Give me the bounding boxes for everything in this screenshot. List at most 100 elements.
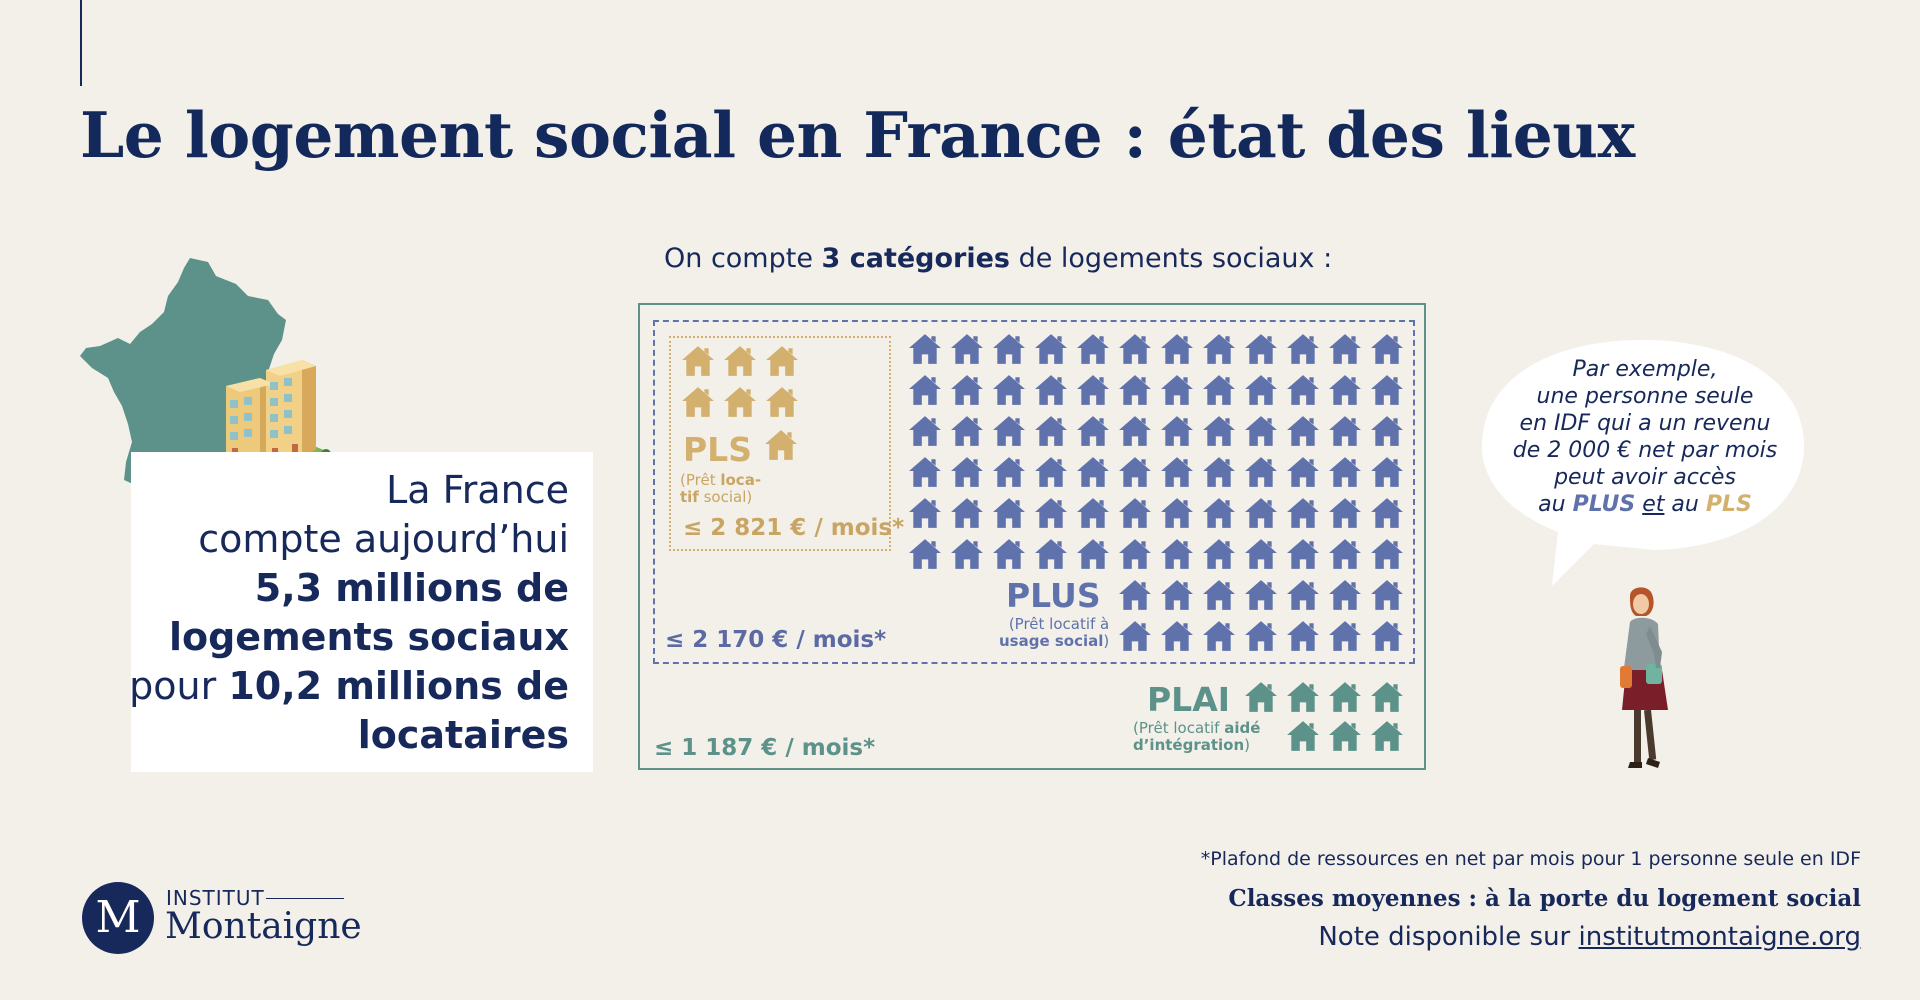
house-icon <box>1245 580 1277 610</box>
page-title: Le logement social en France : état des … <box>80 98 1635 172</box>
house-icon <box>1245 682 1277 712</box>
plus-desc-end: ) <box>1103 632 1110 650</box>
house-icon <box>1119 580 1151 610</box>
house-icon <box>951 334 983 364</box>
house-icon <box>951 457 983 487</box>
house-icon <box>1161 539 1193 569</box>
house-icon <box>1329 375 1361 405</box>
intro-text-bold: 3 catégories <box>821 243 1010 274</box>
house-icon <box>1371 416 1403 446</box>
plai-desc-bold: d’intégration <box>1133 736 1245 754</box>
house-icon <box>993 457 1025 487</box>
bubble-line: une personne seule <box>1536 384 1754 409</box>
intro-text-after: de logements sociaux : <box>1010 243 1333 274</box>
logo-rule <box>266 898 344 899</box>
bubble-part: au <box>1664 492 1706 517</box>
house-icon <box>1035 498 1067 528</box>
house-icon <box>951 375 983 405</box>
stat-line: pour 10,2 millions de <box>129 662 569 711</box>
house-icon <box>993 539 1025 569</box>
house-icon <box>909 498 941 528</box>
house-icon <box>1329 457 1361 487</box>
stat-tenant-count: 10,2 millions de <box>228 664 569 708</box>
house-icon <box>1287 498 1319 528</box>
house-icon <box>1287 375 1319 405</box>
house-icon <box>1203 375 1235 405</box>
plai-desc-part: (Prêt locatif <box>1133 719 1225 737</box>
plus-description: (Prêt locatif à usage social) <box>999 616 1109 650</box>
house-icon <box>1329 682 1361 712</box>
house-icon <box>1035 375 1067 405</box>
house-icon <box>1119 457 1151 487</box>
house-icon <box>993 416 1025 446</box>
house-icon <box>951 498 983 528</box>
house-icon <box>1035 416 1067 446</box>
plai-frame <box>638 303 1426 770</box>
house-icon <box>1287 457 1319 487</box>
house-icon <box>1371 621 1403 651</box>
house-icon <box>1203 621 1235 651</box>
house-icon <box>909 457 941 487</box>
house-icon <box>909 416 941 446</box>
plus-desc-line: (Prêt locatif à <box>1008 615 1110 633</box>
house-icon <box>1371 457 1403 487</box>
house-icon <box>1119 334 1151 364</box>
stat-tenant-label: locataires <box>357 713 569 757</box>
house-icon <box>1371 375 1403 405</box>
house-icon <box>1329 416 1361 446</box>
house-icon <box>909 334 941 364</box>
house-icon <box>1371 580 1403 610</box>
house-icon <box>993 498 1025 528</box>
house-icon <box>1119 498 1151 528</box>
house-icon <box>1161 580 1193 610</box>
house-icon <box>1035 539 1067 569</box>
house-icon <box>1161 621 1193 651</box>
plus-label: PLUS <box>1006 576 1101 615</box>
house-icon <box>993 375 1025 405</box>
house-icon <box>1077 539 1109 569</box>
house-icon <box>1161 334 1193 364</box>
bubble-line: peut avoir accès <box>1554 465 1736 490</box>
house-icon <box>1287 721 1319 751</box>
house-icon <box>1329 498 1361 528</box>
note-avail-text: Note disponible sur <box>1318 922 1579 952</box>
house-icon <box>1371 334 1403 364</box>
top-rule <box>80 0 82 86</box>
house-icon <box>1245 457 1277 487</box>
stat-panel: La France compte aujourd’hui 5,3 million… <box>129 452 593 772</box>
website-link[interactable]: institutmontaigne.org <box>1578 922 1861 952</box>
pls-desc-bold: tif <box>680 488 699 506</box>
pls-desc-part: social) <box>698 488 753 506</box>
house-icon <box>951 539 983 569</box>
house-icon <box>1077 416 1109 446</box>
house-icon <box>1119 539 1151 569</box>
house-icon <box>1287 334 1319 364</box>
pls-frame <box>669 336 891 551</box>
pls-desc-bold: loca- <box>720 471 762 489</box>
logo-institut: INSTITUT <box>166 886 265 910</box>
house-icon <box>1245 498 1277 528</box>
stat-line: La France <box>386 468 569 512</box>
note-title: Classes moyennes : à la porte du logemen… <box>1228 885 1861 912</box>
house-icon <box>1203 416 1235 446</box>
house-icon <box>1371 498 1403 528</box>
stat-housing-label: logements sociaux <box>168 615 569 659</box>
house-icon <box>1203 498 1235 528</box>
stat-line-normal: pour <box>129 664 229 708</box>
plai-desc-part: ) <box>1244 736 1251 754</box>
house-icon <box>1203 539 1235 569</box>
house-icon <box>1077 457 1109 487</box>
house-icon <box>1161 416 1193 446</box>
house-icon <box>1161 498 1193 528</box>
house-icon <box>1035 457 1067 487</box>
categories-intro: On compte 3 catégories de logements soci… <box>664 243 1332 274</box>
intro-text-before: On compte <box>664 243 822 274</box>
house-icon <box>1371 682 1403 712</box>
bubble-line: au PLUS et au PLS <box>1490 491 1800 518</box>
house-icon <box>1329 580 1361 610</box>
house-icon <box>1371 539 1403 569</box>
house-icon <box>1329 621 1361 651</box>
plai-desc-bold: aidé <box>1224 719 1261 737</box>
house-icon <box>765 430 797 460</box>
bubble-line: en IDF qui a un revenu <box>1519 411 1771 436</box>
